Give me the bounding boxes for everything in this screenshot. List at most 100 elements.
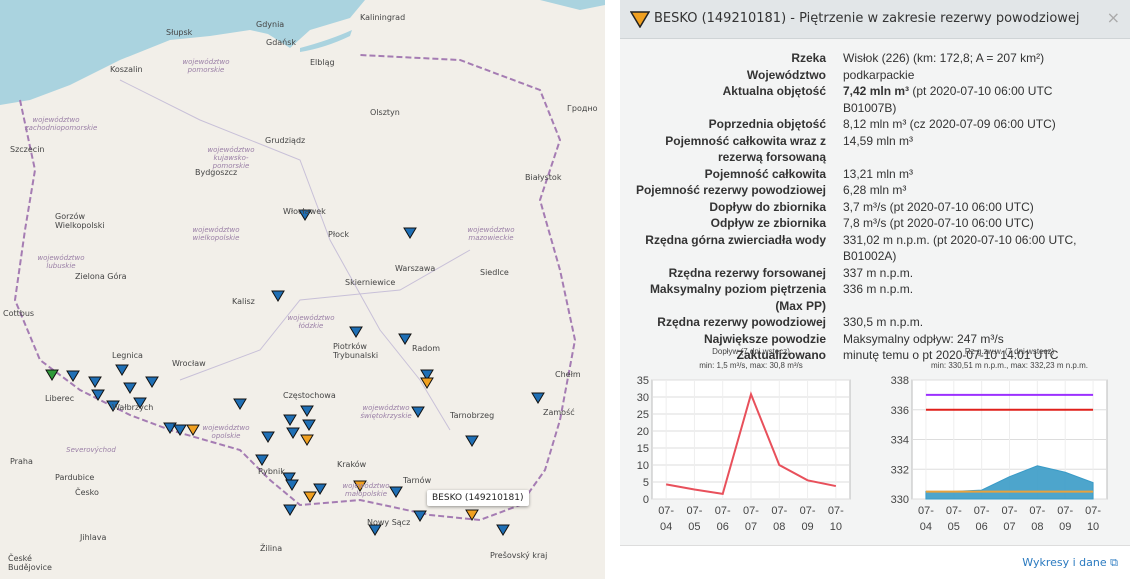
city-label: Cottbus	[3, 309, 35, 318]
charts-link-text[interactable]: Wykresy i dane	[1022, 556, 1107, 569]
chart-title: Dopływ (7 dni wstecz)	[712, 347, 790, 356]
x-tick-label: 07-07	[743, 505, 759, 533]
region-label: województwo zachodniopomorskie	[25, 116, 98, 132]
info-label: Rzeka	[791, 51, 826, 65]
station-marker[interactable]	[496, 524, 510, 536]
station-marker[interactable]	[66, 370, 80, 382]
x-tick-label: 07-09	[799, 505, 816, 533]
city-label: Гродно	[567, 104, 598, 113]
region-label: województwo kujawsko-pomorskie	[207, 146, 255, 170]
station-marker[interactable]	[106, 400, 120, 412]
city-label: Česko	[75, 488, 99, 497]
station-marker[interactable]	[300, 405, 314, 417]
station-marker[interactable]	[255, 454, 269, 466]
station-marker[interactable]	[403, 227, 417, 239]
station-marker[interactable]	[465, 435, 479, 447]
station-marker[interactable]	[303, 491, 317, 503]
station-marker[interactable]	[298, 209, 312, 221]
station-marker[interactable]	[88, 376, 102, 388]
info-value-text: 6,28 mln m³	[843, 183, 907, 197]
y-tick-label: 15	[637, 443, 649, 455]
info-value-text: 7,8 m³/s (pt 2020-07-10 06:00 UTC)	[843, 216, 1034, 230]
x-tick-label: 07-07	[1001, 505, 1018, 533]
x-tick: 07-04	[918, 505, 934, 533]
station-marker[interactable]	[398, 333, 412, 345]
station-marker[interactable]	[261, 431, 275, 443]
station-marker[interactable]	[283, 504, 297, 516]
city-label: Prešovský kraj	[490, 551, 548, 560]
station-marker[interactable]	[286, 427, 300, 439]
city-label: Szczecin	[10, 145, 45, 154]
station-marker[interactable]	[285, 479, 299, 491]
station-marker[interactable]	[115, 364, 129, 376]
city-label: Skierniewice	[345, 278, 396, 287]
station-marker[interactable]	[45, 369, 59, 381]
city-label: Gorzów Wielkopolski	[55, 212, 105, 230]
station-marker[interactable]	[465, 509, 479, 521]
info-value: 7,8 m³/s (pt 2020-07-10 06:00 UTC)	[843, 215, 1093, 232]
region-label: województwo opolskie	[202, 424, 250, 440]
station-marker[interactable]	[411, 406, 425, 418]
city-label: Radom	[412, 344, 441, 353]
info-label: Odpływ ze zbiornika	[710, 216, 826, 230]
station-marker[interactable]	[145, 376, 159, 388]
info-value: 13,21 mln m³	[843, 166, 1093, 183]
city-label: Jihlava	[80, 533, 107, 542]
station-marker[interactable]	[133, 397, 147, 409]
region-label: województwo łódzkie	[287, 314, 335, 330]
station-marker[interactable]	[389, 486, 403, 498]
station-marker[interactable]	[283, 414, 297, 426]
station-marker[interactable]	[173, 424, 187, 436]
station-marker[interactable]	[349, 326, 363, 338]
x-tick: 07-05	[686, 505, 702, 533]
station-marker[interactable]	[282, 472, 296, 484]
station-marker[interactable]	[531, 392, 545, 404]
info-row: Pojemność rezerwy powodziowej 6,28 mln m³	[620, 182, 1093, 199]
info-row: Dopływ do zbiornika 3,7 m³/s (pt 2020-07-…	[620, 199, 1093, 216]
info-label: Pojemność rezerwy powodziowej	[635, 183, 826, 197]
station-marker[interactable]	[300, 434, 314, 446]
station-marker[interactable]	[186, 424, 200, 436]
info-value-text: 331,02 m n.p.m. (pt 2020-07-10 06:00 UTC…	[843, 232, 1077, 264]
station-marker[interactable]	[123, 382, 137, 394]
info-table: Rzeka Wisłok (226) (km: 172,8; A = 207 km…	[620, 50, 1093, 364]
city-label: Zielona Góra	[75, 272, 127, 281]
station-marker[interactable]	[271, 290, 285, 302]
info-value-text: 13,21 mln m³	[843, 166, 914, 181]
station-marker[interactable]	[302, 419, 316, 431]
x-tick-label: 07-10	[827, 505, 844, 533]
city-label: Gdynia	[256, 20, 285, 29]
station-marker[interactable]	[368, 524, 382, 536]
city-label: Elbląg	[310, 58, 335, 67]
info-value-text: 330,5 m n.p.m.	[843, 315, 924, 329]
city-label: Nowy Sącz	[367, 518, 411, 527]
station-marker[interactable]	[163, 422, 177, 434]
station-marker[interactable]	[420, 369, 434, 381]
city-label: Kaliningrad	[360, 13, 406, 22]
station-marker[interactable]	[313, 483, 327, 495]
info-row: Zaktualizowano minutę temu o pt 2020-07-1…	[620, 347, 1093, 364]
station-marker[interactable]	[91, 389, 105, 401]
x-tick-label: 07-05	[945, 505, 962, 533]
info-label: Województwo	[746, 67, 826, 82]
info-value-text: Maksymalny odpływ: 247 m³/s	[843, 331, 1004, 346]
close-button[interactable]: ×	[1106, 8, 1120, 27]
city-label: Grudziądz	[265, 136, 306, 145]
city-label: Kraków	[337, 460, 367, 469]
city-label: Pardubice	[55, 473, 95, 482]
city-label: Zamość	[543, 408, 575, 417]
x-tick-label: 07-08	[1029, 505, 1046, 533]
y-tick-label: 336	[891, 405, 909, 417]
city-label: Olsztyn	[370, 108, 400, 117]
station-marker[interactable]	[420, 377, 434, 389]
info-label: Największe powodzie	[703, 331, 826, 346]
x-tick: 07-04	[658, 505, 674, 533]
charts-link[interactable]: Wykresy i dane ⧉	[1022, 556, 1118, 569]
x-tick: 07-09	[799, 505, 816, 533]
station-marker[interactable]	[413, 510, 427, 522]
station-marker[interactable]	[353, 480, 367, 492]
city-label: Legnica	[112, 351, 143, 360]
station-marker[interactable]	[233, 398, 247, 410]
voivodeship-border	[179, 249, 471, 381]
city-label: Gdańsk	[266, 38, 297, 47]
